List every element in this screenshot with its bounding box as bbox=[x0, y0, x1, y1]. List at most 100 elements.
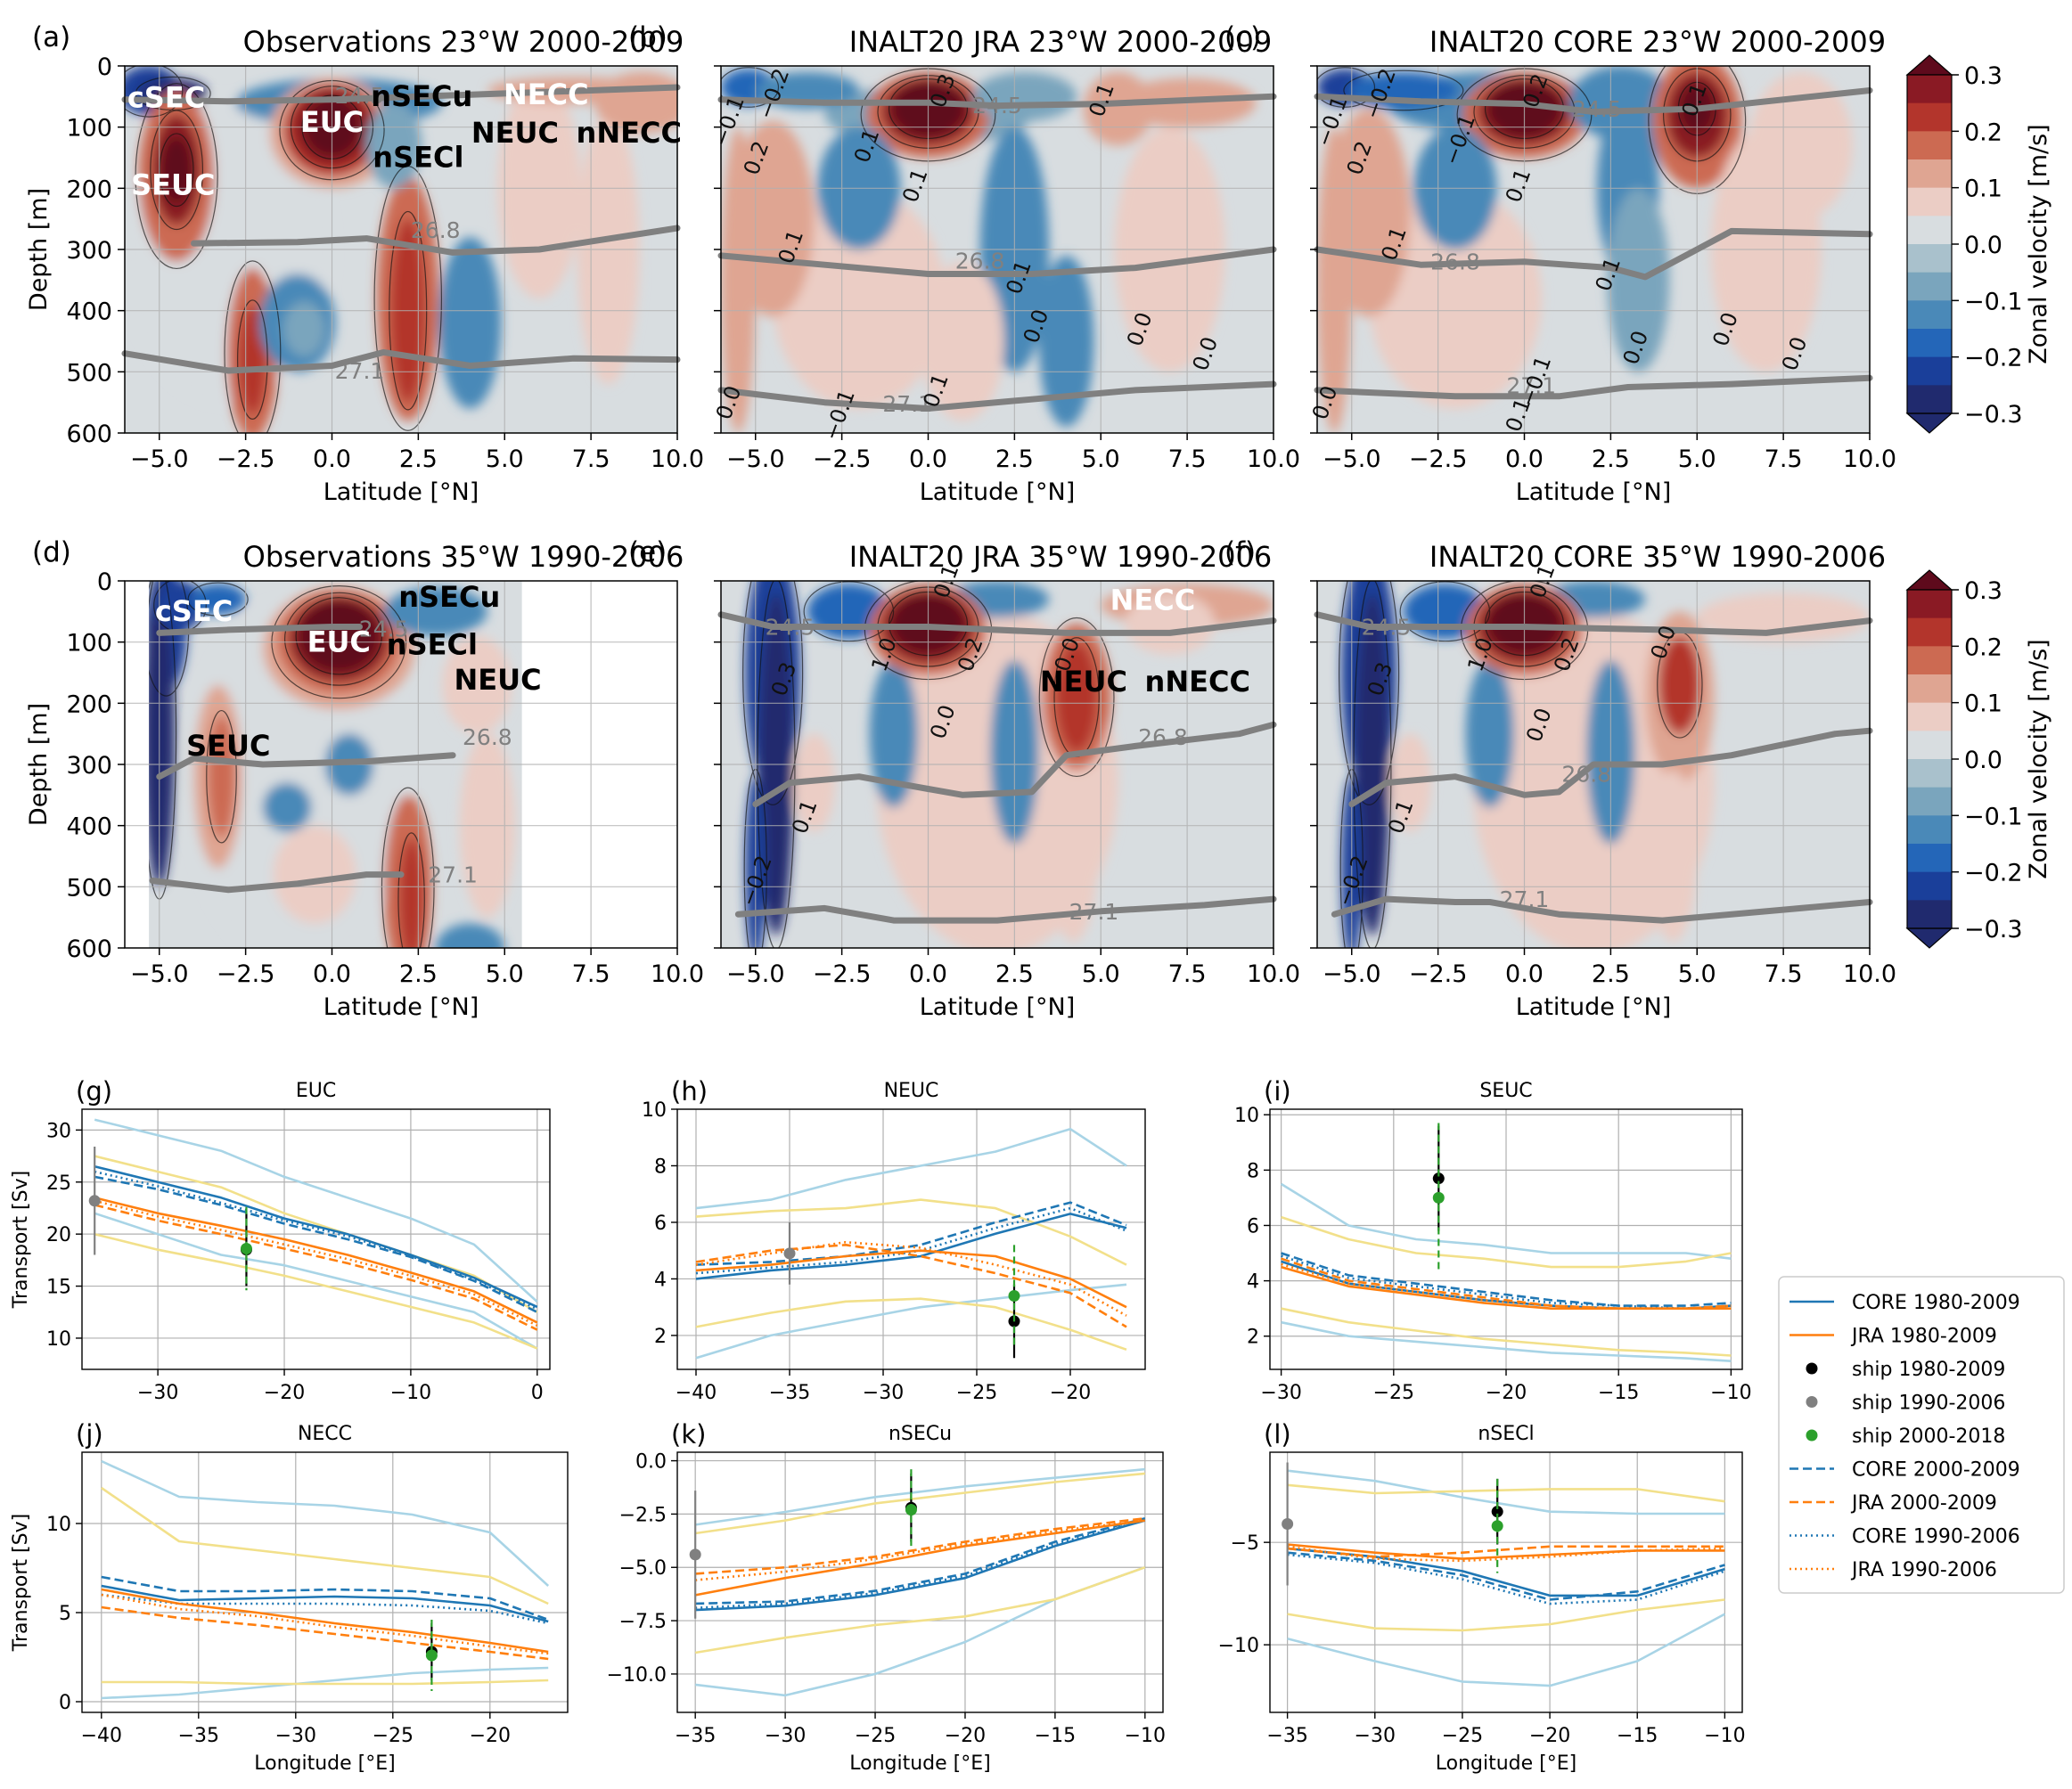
colorbar-segment bbox=[1907, 759, 1952, 788]
y-tick-label: 200 bbox=[66, 176, 112, 203]
velocity-contour bbox=[187, 582, 249, 617]
x-tick-label: 10.0 bbox=[1843, 960, 1896, 988]
x-tick-label: 2.5 bbox=[995, 960, 1034, 988]
panel-letter: (b) bbox=[628, 21, 667, 53]
y-tick-label: 200 bbox=[66, 690, 112, 718]
velocity-cell bbox=[1749, 71, 1853, 219]
ship-point-ship1990 bbox=[783, 1247, 796, 1260]
current-label-necc: NECC bbox=[504, 78, 589, 111]
x-tick-label: −30 bbox=[863, 1382, 904, 1404]
x-tick-label: −35 bbox=[1266, 1725, 1307, 1747]
series-line-core2000 bbox=[101, 1575, 549, 1622]
current-label-csec: cSEC bbox=[155, 594, 233, 628]
current-label-neuc: NEUC bbox=[454, 663, 541, 697]
series-line-core2000 bbox=[1281, 1252, 1732, 1307]
colorbar-segment bbox=[1907, 75, 1952, 104]
y-tick-label: 10 bbox=[46, 1328, 71, 1351]
velocity-cell bbox=[442, 635, 512, 734]
isopycnal-label: 26.8 bbox=[1138, 724, 1188, 750]
x-tick-label: 10.0 bbox=[1843, 445, 1896, 473]
x-tick-label: −5.0 bbox=[1323, 445, 1381, 473]
legend-label: JRA 2000-2009 bbox=[1850, 1492, 1997, 1515]
current-label-euc: EUC bbox=[307, 625, 371, 658]
velocity-cell bbox=[366, 102, 422, 189]
y-tick-label: 400 bbox=[66, 298, 112, 326]
panel-letter: (i) bbox=[1264, 1076, 1291, 1107]
transport-panel-1: −40 −35 −30 −25 −20 2 4 6 8 10 NEUC (h) bbox=[642, 1076, 1146, 1404]
transport-panel-4: −35 −30 −25 −20 −15 −10 −10.0 −7.5 −5.0 −2.5 0.0 nS… bbox=[607, 1419, 1166, 1775]
y-tick-label: 0 bbox=[97, 53, 112, 81]
y-tick-label: 10 bbox=[1234, 1105, 1259, 1127]
series-line-jra1990 bbox=[101, 1593, 549, 1655]
series-line-jra1990 bbox=[695, 1519, 1145, 1581]
legend-label: CORE 2000-2009 bbox=[1852, 1459, 2020, 1482]
x-tick-label: 7.5 bbox=[572, 445, 610, 473]
y-tick-label: 300 bbox=[66, 237, 112, 265]
y-tick-label: 0.0 bbox=[635, 1451, 667, 1474]
colorbar-segment bbox=[1907, 102, 1952, 132]
legend-marker-ship1980 bbox=[1806, 1362, 1818, 1375]
velocity-cell bbox=[190, 584, 246, 615]
series-line-jra1990 bbox=[94, 1199, 538, 1327]
velocity-cell bbox=[921, 261, 1004, 421]
x-tick-label: 7.5 bbox=[572, 960, 610, 988]
series-line-core1980 bbox=[695, 1519, 1146, 1612]
y-tick-label: −2.5 bbox=[619, 1504, 667, 1526]
series-line-core2000 bbox=[695, 1516, 1146, 1605]
grid bbox=[1270, 1109, 1742, 1369]
y-tick-label: 100 bbox=[66, 630, 112, 658]
colorbar-segment bbox=[1907, 131, 1952, 160]
colorbar-tick-label: 0.1 bbox=[1964, 176, 2002, 203]
panel-title: INALT20 CORE 23°W 2000-2009 bbox=[1429, 25, 1886, 59]
series-line-jra_env bbox=[94, 1155, 538, 1313]
velocity-cell bbox=[399, 837, 424, 948]
isopycnal-line bbox=[156, 752, 456, 780]
series-line-core1990 bbox=[695, 1519, 1146, 1609]
series-line-jra_env bbox=[695, 1198, 1127, 1266]
isopycnal-label: 26.8 bbox=[463, 724, 512, 750]
current-label-nnecc: nNECC bbox=[577, 116, 682, 150]
ship-point-ship1980 bbox=[1432, 1172, 1445, 1185]
colorbar-label: Zonal velocity [m/s] bbox=[2025, 124, 2052, 364]
velocity-contour bbox=[224, 260, 282, 433]
panel-title: NEUC bbox=[884, 1080, 939, 1102]
y-tick-label: 4 bbox=[654, 1269, 667, 1291]
series-line-jra2000 bbox=[695, 1244, 1127, 1328]
y-tick-label: 8 bbox=[1247, 1160, 1259, 1182]
x-tick-label: 2.5 bbox=[1592, 445, 1630, 473]
velocity-contour bbox=[283, 592, 394, 686]
x-tick-label: 7.5 bbox=[1168, 960, 1207, 988]
velocity-contour bbox=[397, 832, 425, 948]
x-tick-label: 0.0 bbox=[909, 445, 947, 473]
y-tick-label: 500 bbox=[66, 874, 112, 902]
velocity-contour bbox=[373, 166, 443, 431]
velocity-cell bbox=[1049, 770, 1098, 943]
ship-point-ship2000 bbox=[1008, 1289, 1020, 1302]
colorbar-segment bbox=[1907, 871, 1952, 901]
section-panel-2: 24.526.827.1−0.2 0.2 0.1−0.1 −0.10.20.10.10… bbox=[1224, 21, 1896, 506]
legend-label: ship 2000-2018 bbox=[1852, 1425, 2005, 1448]
series-group bbox=[1282, 1462, 1726, 1687]
isopycnal-label: 27.1 bbox=[1069, 899, 1119, 925]
panel-letter: (h) bbox=[671, 1076, 708, 1107]
velocity-contour bbox=[1317, 67, 1376, 108]
series-line-jra_env bbox=[1281, 1307, 1732, 1357]
isopycnal-label: 26.8 bbox=[1430, 249, 1480, 275]
colorbar-1: 0.3 0.2 0.1 0.0 −0.1 −0.2 −0.3 Zonal velocity [… bbox=[1905, 569, 2052, 949]
y-tick-label: −10.0 bbox=[607, 1664, 667, 1687]
velocity-cell bbox=[1369, 188, 1542, 409]
x-tick-label: −25 bbox=[1373, 1382, 1414, 1404]
ship-point-ship2000 bbox=[425, 1649, 438, 1662]
colorbar-segment bbox=[1907, 300, 1952, 330]
x-tick-label: 10.0 bbox=[651, 960, 704, 988]
colorbar-segment bbox=[1907, 617, 1952, 647]
velocity-cell bbox=[1038, 255, 1094, 428]
isopycnal-line bbox=[191, 225, 681, 256]
x-tick-label: −35 bbox=[178, 1725, 219, 1747]
isopycnal-line bbox=[1331, 895, 1873, 924]
colorbar-tick-label: −0.2 bbox=[1964, 345, 2023, 372]
x-tick-label: −10 bbox=[1704, 1725, 1745, 1747]
current-label-nnecc: nNECC bbox=[1145, 665, 1250, 698]
isopycnal-label: 24.5 bbox=[1362, 615, 1412, 641]
